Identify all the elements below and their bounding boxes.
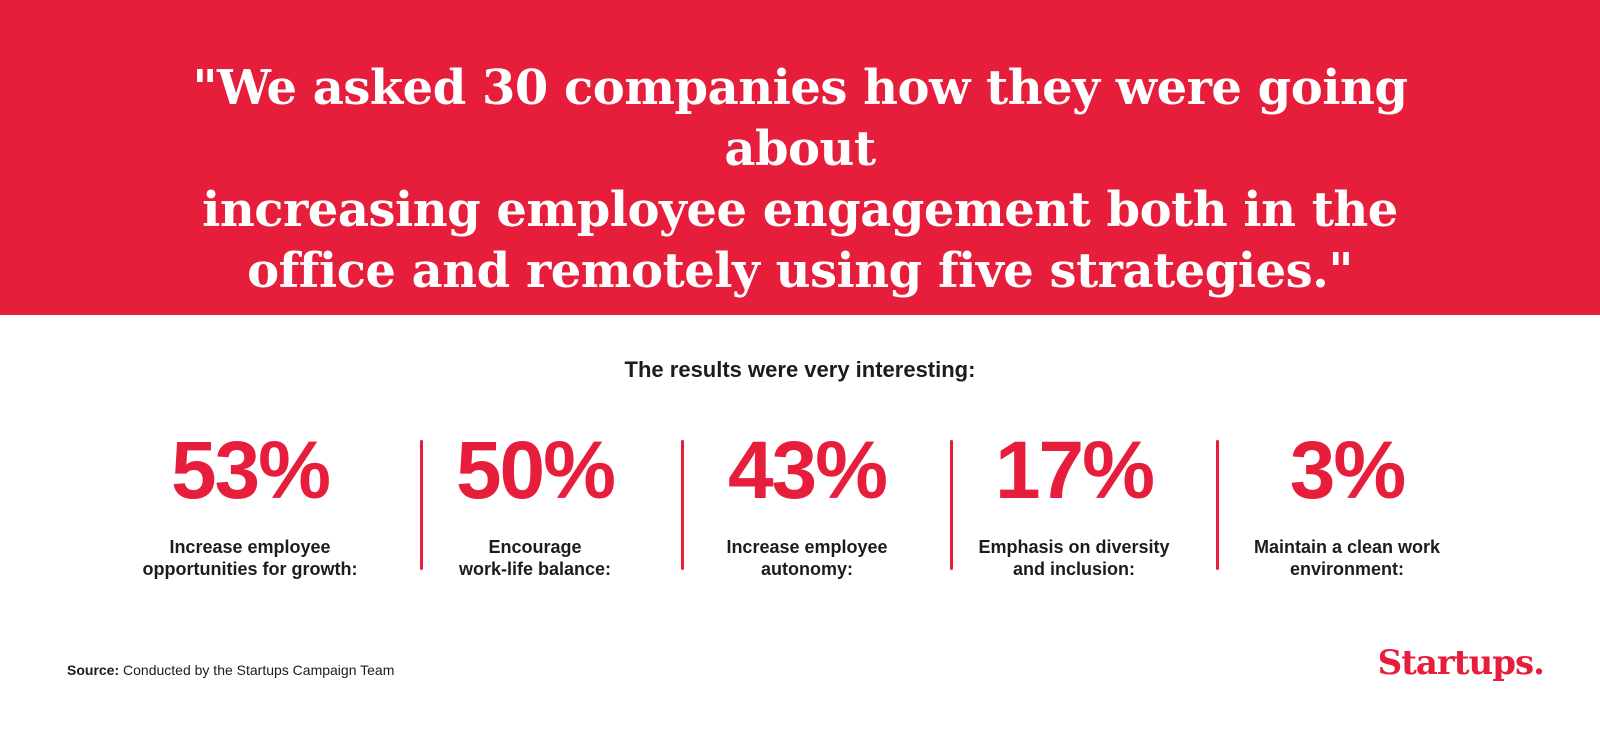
quote-line-3: office and remotely using five strategie… <box>247 243 1353 299</box>
stat-label-line: Increase employee <box>726 537 888 557</box>
stat-label-line: and inclusion: <box>1012 559 1135 579</box>
stat-label-line: Increase employee <box>169 537 331 557</box>
stat-item: 17% Emphasis on diversity and inclusion: <box>944 430 1204 580</box>
stat-label-line: work-life balance: <box>458 559 612 579</box>
stat-item: 43% Increase employee autonomy: <box>677 430 937 580</box>
startups-logo: Startups. <box>1377 643 1545 683</box>
stat-label-line: autonomy: <box>761 559 853 579</box>
stat-label-line: environment: <box>1289 559 1404 579</box>
quote-line-2: increasing employee engagement both in t… <box>202 182 1398 238</box>
divider <box>1216 440 1219 570</box>
stat-label-line: Emphasis on diversity <box>978 537 1170 557</box>
results-heading: The results were very interesting: <box>624 357 976 382</box>
stat-value: 17% <box>994 425 1155 516</box>
stats-row: 53% Increase employee opportunities for … <box>120 430 1450 590</box>
divider <box>681 440 684 570</box>
stat-label: Increase employee opportunities for grow… <box>120 536 380 580</box>
headline-quote: "We asked 30 companies how they were goi… <box>120 58 1480 302</box>
source-label: Source: <box>67 662 120 678</box>
stat-value: 50% <box>455 425 616 516</box>
stat-label: Emphasis on diversity and inclusion: <box>944 536 1204 580</box>
stat-label: Increase employee autonomy: <box>677 536 937 580</box>
divider <box>950 440 953 570</box>
source-note: Source: Conducted by the Startups Campai… <box>67 662 394 678</box>
stat-label: Maintain a clean work environment: <box>1217 536 1477 580</box>
stat-label-line: Encourage <box>488 537 582 557</box>
stat-value: 3% <box>1289 425 1407 516</box>
stat-label: Encourage work-life balance: <box>405 536 665 580</box>
stat-item: 3% Maintain a clean work environment: <box>1217 430 1477 580</box>
stat-item: 50% Encourage work-life balance: <box>405 430 665 580</box>
quote-line-1: "We asked 30 companies how they were goi… <box>192 60 1408 177</box>
stat-item: 53% Increase employee opportunities for … <box>120 430 380 580</box>
stat-label-line: Maintain a clean work <box>1253 537 1441 557</box>
stat-value: 53% <box>170 425 331 516</box>
stat-label-line: opportunities for growth: <box>142 559 358 579</box>
header-banner: "We asked 30 companies how they were goi… <box>0 0 1600 315</box>
divider <box>420 440 423 570</box>
source-text: Conducted by the Startups Campaign Team <box>123 662 395 678</box>
stat-value: 43% <box>727 425 888 516</box>
